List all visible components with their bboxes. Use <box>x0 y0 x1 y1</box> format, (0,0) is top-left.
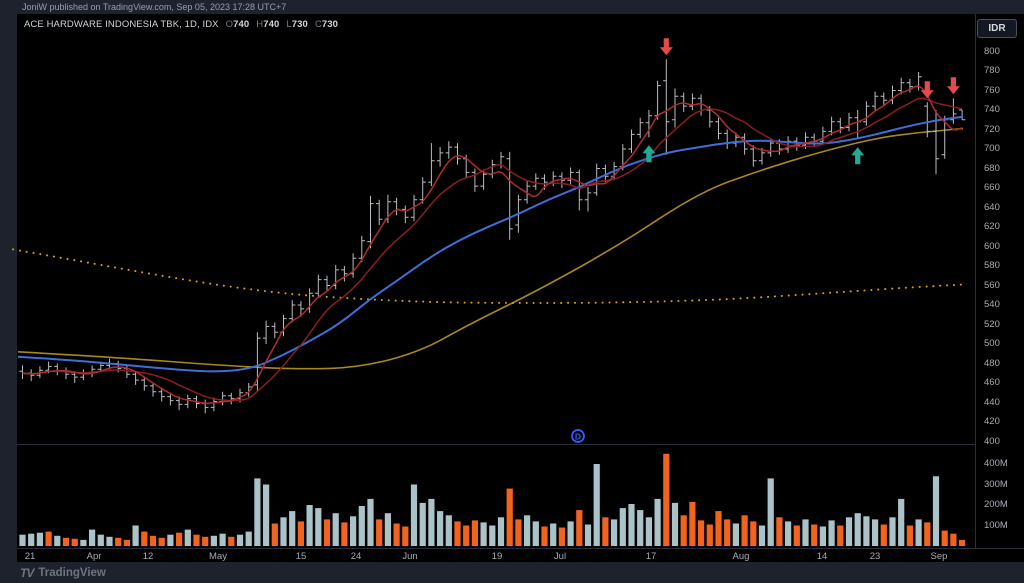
volume-tick-label: 100M <box>984 519 1008 531</box>
price-tick-label: 660 <box>984 182 1000 193</box>
low-value: 730 <box>291 19 308 30</box>
time-tick-label: Jun <box>402 551 418 562</box>
time-tick-label: May <box>209 551 227 562</box>
price-tick-label: 760 <box>984 84 1000 96</box>
time-tick-label: Apr <box>86 551 102 562</box>
price-tick-label: 640 <box>984 201 1000 213</box>
volume-tick-label: 400M <box>984 458 1008 469</box>
tradingview-brand-text: TradingView <box>38 566 106 579</box>
time-tick-label: 12 <box>142 551 154 562</box>
time-tick-label: 21 <box>24 551 36 562</box>
tradingview-logo-icon: TV <box>20 565 34 580</box>
high-label: H <box>256 19 264 30</box>
open-value: 740 <box>233 19 250 30</box>
volume-series <box>19 453 966 547</box>
symbol-title: ACE HARDWARE INDONESIA TBK, 1D, IDX <box>24 19 219 30</box>
sell-signal-arrow <box>946 77 960 95</box>
price-tick-label: 500 <box>984 338 1000 349</box>
attribution-bar: JoniW published on TradingView.com, Sep … <box>0 0 1024 14</box>
currency-toggle-button[interactable]: IDR <box>977 19 1017 38</box>
svg-text:D: D <box>575 431 581 441</box>
time-tick-label: 23 <box>869 551 881 562</box>
price-tick-label: 740 <box>984 104 1000 115</box>
symbol-legend[interactable]: ACE HARDWARE INDONESIA TBK, 1D, IDX O740 H… <box>24 19 338 30</box>
price-tick-label: 420 <box>984 416 1000 427</box>
footer-bar: TV TradingView <box>0 562 1024 583</box>
price-tick-label: 480 <box>984 357 1000 369</box>
time-tick-label: 17 <box>645 551 657 562</box>
price-tick-label: 700 <box>984 143 1000 154</box>
close-value: 730 <box>321 19 339 30</box>
price-tick-label: 600 <box>984 240 1000 252</box>
ma-red-slow-line <box>22 97 963 402</box>
buy-signal-arrow <box>642 145 656 163</box>
time-tick-label: Jul <box>553 551 567 562</box>
sell-signal-arrow <box>920 81 934 99</box>
price-tick-label: 560 <box>984 279 1000 291</box>
left-margin <box>0 14 17 562</box>
time-tick-label: 24 <box>350 551 362 562</box>
price-tick-label: 520 <box>984 318 1000 330</box>
d-logo-badge[interactable]: D <box>571 429 585 443</box>
volume-tick-label: 300M <box>984 478 1008 490</box>
price-tick-label: 540 <box>984 299 1000 310</box>
ma-dotted-line <box>12 248 964 305</box>
volume-tick-label: 200M <box>984 499 1008 510</box>
ma-blue-line <box>17 115 964 373</box>
high-value: 740 <box>263 19 280 30</box>
attribution-text: JoniW published on TradingView.com, Sep … <box>22 2 287 12</box>
price-tick-label: 780 <box>984 65 1000 76</box>
pane-dividers <box>17 14 1024 549</box>
ma-yellow-line <box>17 127 964 370</box>
time-tick-label: Aug <box>732 551 750 562</box>
price-tick-label: 580 <box>984 260 1000 271</box>
price-tick-label: 400 <box>984 435 1000 447</box>
time-tick-label: 14 <box>816 551 828 562</box>
time-tick-label: 19 <box>491 551 503 562</box>
price-tick-label: 460 <box>984 377 1000 388</box>
open-label: O <box>225 19 234 30</box>
price-tick-label: 620 <box>984 221 1000 232</box>
buy-signal-arrow <box>851 147 865 165</box>
price-tick-label: 680 <box>984 162 1000 174</box>
price-tick-label: 800 <box>984 45 1000 57</box>
time-tick-label: Sep <box>930 551 948 562</box>
price-tick-label: 440 <box>984 396 1000 408</box>
close-label: C <box>314 19 322 30</box>
low-label: L <box>286 19 292 30</box>
price-tick-label: 720 <box>984 123 1000 135</box>
ma-red-fast-line <box>22 85 963 404</box>
sell-signal-arrow <box>659 38 673 56</box>
time-tick-label: 15 <box>295 551 307 562</box>
